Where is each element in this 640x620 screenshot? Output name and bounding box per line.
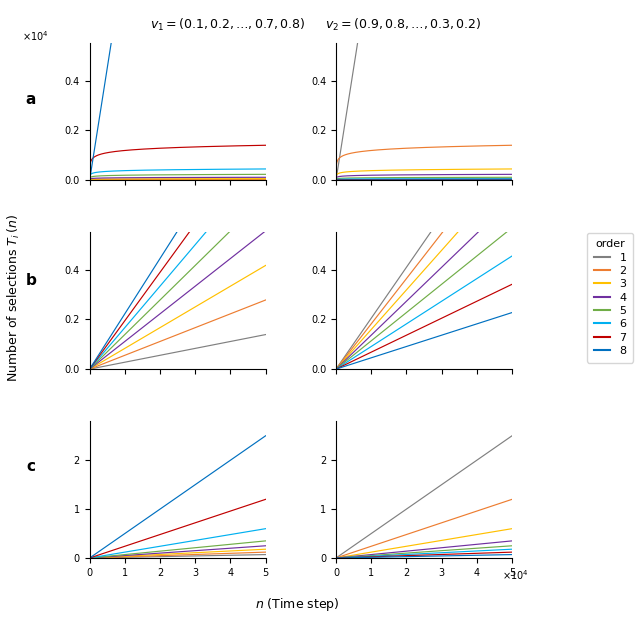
Text: $\times 10^4$: $\times 10^4$ <box>22 29 49 43</box>
Text: $\mathit{v}_1= (0.1, 0.2, \ldots , 0.7, 0.8)$: $\mathit{v}_1= (0.1, 0.2, \ldots , 0.7, … <box>150 17 305 33</box>
Text: c: c <box>26 459 35 474</box>
Text: $\mathit{v}_2= (0.9, 0.8, \ldots , 0.3, 0.2)$: $\mathit{v}_2= (0.9, 0.8, \ldots , 0.3, … <box>325 17 481 33</box>
Text: $n$ (Time step): $n$ (Time step) <box>255 596 340 613</box>
Text: b: b <box>26 273 36 288</box>
Legend: 1, 2, 3, 4, 5, 6, 7, 8: 1, 2, 3, 4, 5, 6, 7, 8 <box>587 232 633 363</box>
Text: $\times 10^4$: $\times 10^4$ <box>502 569 529 582</box>
Text: a: a <box>26 92 36 107</box>
Text: Number of selections $T_i\,(n)$: Number of selections $T_i\,(n)$ <box>6 214 22 381</box>
